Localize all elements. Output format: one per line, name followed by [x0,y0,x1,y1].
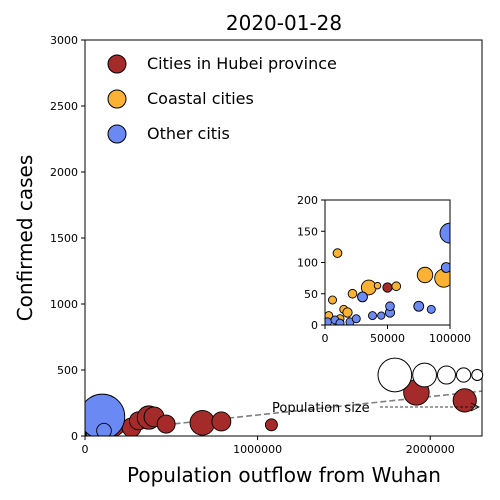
size-legend-circle [436,365,456,385]
inset-x-tick-label: 100000 [429,332,471,345]
data-point [156,414,176,434]
inset-data-point [416,266,434,284]
size-legend-label: Population size [272,401,370,416]
y-axis-label: Confirmed cases [13,155,37,322]
inset-data-point [382,282,393,293]
inset-data-point [391,281,402,292]
size-legend-circle [471,368,484,382]
y-tick-label: 1500 [50,232,78,245]
inset-y-tick-label: 0 [311,319,318,332]
y-tick-label: 0 [71,430,78,443]
x-tick-label: 0 [82,443,89,456]
inset-plot: 0 50 100 150 200 0 50000 100000 [297,194,471,345]
inset-x-ticks: 0 50000 100000 [322,325,471,345]
inset-y-tick-label: 150 [297,225,318,238]
y-axis-ticks: 0 500 1000 1500 2000 2500 3000 [50,34,85,443]
size-legend-circle [412,362,437,388]
main-points-layer [85,379,477,436]
inset-data-point [426,304,436,314]
inset-data-point [440,262,450,273]
data-point [452,388,477,413]
inset-y-tick-label: 200 [297,194,318,207]
y-tick-label: 2500 [50,100,78,113]
inset-data-point [368,311,377,321]
inset-y-tick-label: 100 [297,257,318,270]
legend-label: Coastal cities [147,89,254,108]
inset-data-point [347,288,358,299]
legend-marker [107,54,127,74]
legend-marker [107,89,127,109]
x-axis-label: Population outflow from Wuhan [127,463,441,487]
inset-points-layer [325,222,466,325]
inset-y-tick-label: 50 [304,288,318,301]
x-tick-label: 2000000 [406,443,455,456]
legend-label: Other citis [147,124,230,143]
data-point [96,422,112,436]
data-point [264,418,278,432]
inset-data-point [458,296,466,304]
inset-data-point [377,311,386,320]
y-tick-label: 3000 [50,34,78,47]
inset-data-point [351,314,361,324]
y-tick-label: 1000 [50,298,78,311]
legend-label: Cities in Hubei province [147,54,337,73]
inset-data-point [328,295,337,305]
inset-data-point [373,281,382,290]
inset-data-point [342,307,353,318]
inset-data-point [357,291,368,303]
inset-data-point [335,318,345,325]
inset-data-point [439,222,450,244]
inset-data-point [332,248,343,258]
x-axis-ticks: 0 1000000 2000000 [82,436,455,456]
data-point [85,393,126,436]
y-tick-label: 500 [57,364,78,377]
size-legend-circle [377,357,413,393]
y-tick-label: 2000 [50,166,78,179]
size-legend-circle [455,367,472,383]
chart-title: 2020-01-28 [226,11,342,35]
size-legend: Population size [272,357,484,416]
inset-y-ticks: 0 50 100 150 200 [297,194,325,332]
size-legend-arrowhead [470,402,480,412]
data-point [211,411,232,432]
inset-x-tick-label: 0 [322,332,329,345]
inset-data-point [413,300,425,312]
inset-x-tick-label: 50000 [370,332,405,345]
inset-data-point [385,301,395,312]
legend: Cities in Hubei province Coastal cities Ot… [107,54,337,144]
x-tick-label: 1000000 [233,443,282,456]
legend-marker [107,124,127,144]
data-point [189,409,216,436]
